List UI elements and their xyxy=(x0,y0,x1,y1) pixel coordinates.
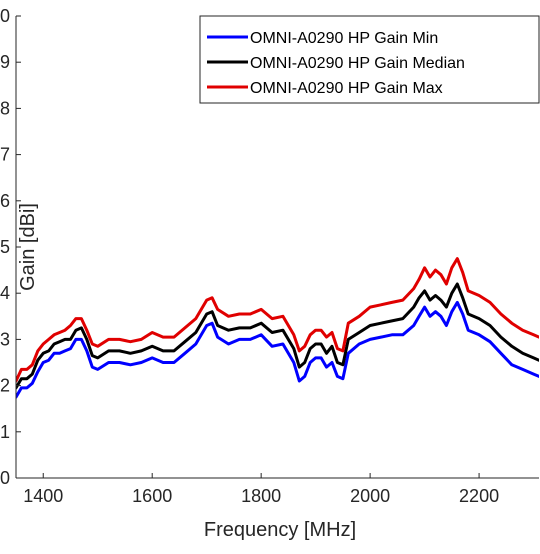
y-axis-label: Gain [dBi] xyxy=(17,203,39,291)
y-tick-label: 9 xyxy=(0,52,10,72)
legend-label: OMNI-A0290 HP Gain Max xyxy=(250,80,443,97)
y-tick-label: 0 xyxy=(0,468,10,488)
x-tick-label: 2200 xyxy=(459,486,499,506)
y-tick-label: 10 xyxy=(0,6,10,26)
x-tick-label: 2000 xyxy=(350,486,390,506)
legend-label: OMNI-A0290 HP Gain Min xyxy=(250,30,438,47)
series-layer xyxy=(16,257,539,399)
series-line-2 xyxy=(16,282,539,390)
legend: OMNI-A0290 HP Gain Min OMNI-A0290 HP Gain… xyxy=(199,15,540,104)
x-tick-label: 1600 xyxy=(132,486,172,506)
y-tick-label: 1 xyxy=(0,422,10,442)
series-line-3 xyxy=(16,257,539,383)
y-tick-label: 8 xyxy=(0,98,10,118)
y-tick-label: 7 xyxy=(0,145,10,165)
x-axis-ticks: 1400 1600 1800 2000 2200 xyxy=(23,473,499,506)
legend-box xyxy=(199,15,540,104)
y-tick-label: 4 xyxy=(0,283,10,303)
y-axis-ticks: 0 1 2 3 4 5 6 7 8 9 10 xyxy=(0,6,21,488)
legend-label: OMNI-A0290 HP Gain Median xyxy=(250,55,465,72)
series-line-1 xyxy=(16,300,539,399)
x-tick-label: 1400 xyxy=(23,486,63,506)
y-tick-label: 3 xyxy=(0,329,10,349)
y-tick-label: 5 xyxy=(0,237,10,257)
y-tick-label: 6 xyxy=(0,191,10,211)
x-tick-label: 1800 xyxy=(241,486,281,506)
x-axis-label: Frequency [MHz] xyxy=(204,519,356,541)
y-tick-label: 2 xyxy=(0,376,10,396)
